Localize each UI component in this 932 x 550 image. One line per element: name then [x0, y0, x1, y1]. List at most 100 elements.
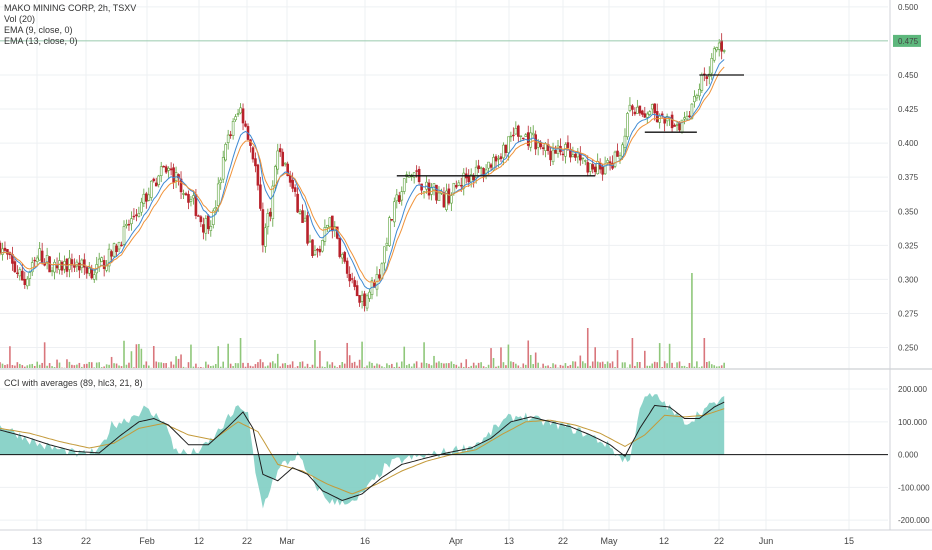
volume-bar	[66, 359, 68, 368]
volume-bar	[624, 362, 626, 368]
volume-bar	[247, 362, 249, 368]
candle-body	[705, 76, 709, 79]
candle-body	[514, 128, 518, 135]
candle-body	[83, 259, 86, 268]
candle-body	[244, 123, 247, 127]
volume-bar	[400, 361, 403, 368]
volume-bar	[274, 363, 277, 368]
volume-bar	[661, 367, 663, 368]
volume-bar	[596, 361, 599, 368]
volume-bar	[648, 365, 651, 368]
candle-body	[360, 294, 364, 302]
cci-tick-label: 200.000	[898, 385, 927, 394]
candle-body	[445, 190, 448, 210]
candle-body	[564, 144, 567, 157]
volume-bar	[537, 362, 539, 368]
price-tick-label: 0.300	[898, 275, 919, 284]
volume-bar	[9, 346, 11, 368]
candle-body	[38, 248, 41, 261]
volume-bar	[408, 363, 410, 368]
volume-bar	[361, 341, 363, 368]
candle-body	[715, 47, 719, 51]
candle-body	[281, 151, 285, 167]
candle-body	[368, 291, 371, 299]
volume-bar	[582, 361, 584, 368]
candle-body	[710, 58, 714, 74]
candle-body	[544, 143, 547, 151]
candle-body	[18, 269, 22, 277]
volume-bar	[676, 362, 678, 368]
volume-bar	[529, 354, 532, 368]
volume-bar	[639, 361, 641, 368]
candle-body	[53, 261, 56, 273]
volume-bar	[103, 366, 105, 368]
volume-bar	[276, 353, 279, 368]
cci-tick-label: -100.000	[898, 483, 930, 492]
legend-vol: Vol (20)	[4, 14, 36, 24]
volume-bar	[458, 366, 460, 368]
volume-bar	[343, 363, 346, 368]
ema-13-line	[0, 66, 725, 284]
volume-bar	[549, 367, 552, 368]
x-tick-label: Feb	[139, 536, 155, 546]
candle-body	[626, 113, 629, 138]
volume-bar	[646, 365, 649, 368]
cci-avg-slow-line	[0, 408, 725, 495]
candle-body	[363, 293, 366, 307]
candle-body	[390, 219, 394, 221]
volume-bar	[584, 363, 587, 368]
candle-body	[653, 103, 657, 114]
volume-bar	[651, 363, 654, 368]
candle-body	[117, 242, 121, 250]
volume-bar	[703, 338, 706, 368]
volume-bar	[671, 362, 673, 368]
candle-body	[152, 178, 156, 182]
candle-body	[28, 272, 32, 279]
volume-bar	[398, 366, 401, 368]
volume-bar	[145, 361, 148, 368]
volume-bar	[683, 365, 686, 368]
volume-bar	[125, 364, 128, 368]
x-tick-label: 12	[194, 536, 204, 546]
volume-bar	[621, 362, 624, 368]
volume-bar	[90, 362, 93, 368]
volume-bar	[309, 367, 311, 368]
volume-bar	[552, 363, 554, 368]
volume-bar	[175, 356, 177, 368]
volume-bar	[606, 361, 609, 368]
volume-bar	[1, 363, 4, 368]
candle-body	[259, 184, 262, 209]
candle-body	[395, 194, 399, 202]
volume-bar	[217, 346, 220, 368]
volume-bar	[0, 362, 1, 368]
volume-bar	[460, 362, 463, 368]
candle-body	[189, 198, 193, 202]
volume-bar	[157, 362, 160, 368]
candle-body	[298, 210, 302, 214]
x-tick-label: 22	[714, 536, 724, 546]
volume-bar	[252, 366, 254, 368]
candle-body	[442, 192, 446, 208]
candle-body	[385, 242, 389, 246]
volume-bar	[388, 365, 391, 368]
volume-bars	[0, 273, 725, 368]
price-tick-label: 0.275	[898, 309, 919, 318]
candle-body	[660, 113, 664, 116]
volume-bar	[691, 273, 693, 368]
candle-body	[350, 278, 354, 280]
candle-body	[628, 104, 632, 112]
candle-body	[167, 167, 170, 171]
volume-bar	[83, 364, 86, 368]
candle-body	[499, 156, 503, 160]
volume-bar	[356, 365, 358, 368]
volume-bar	[373, 365, 376, 368]
candle-body	[318, 248, 322, 253]
volume-bar	[601, 361, 604, 368]
volume-bar	[227, 343, 229, 368]
candle-body	[251, 147, 255, 160]
candle-body	[650, 104, 654, 110]
candle-body	[618, 155, 622, 160]
candle-body	[21, 270, 24, 281]
volume-bar	[410, 366, 413, 368]
